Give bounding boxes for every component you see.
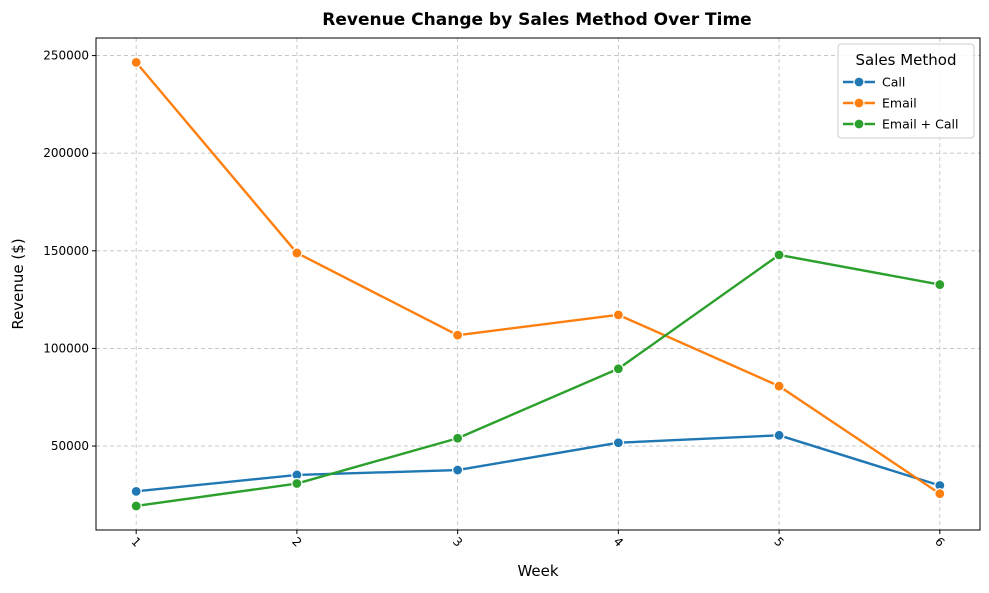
- series-layer: [130, 56, 946, 512]
- legend-label-call: Call: [882, 75, 905, 90]
- legend: Sales Method Call Email Email + Call: [837, 43, 975, 139]
- legend-frame: [837, 43, 975, 139]
- series-line-call: [136, 434, 941, 493]
- data-point-email: [612, 309, 624, 321]
- x-tick-label: 5: [771, 534, 786, 549]
- data-point-email-call: [130, 500, 142, 512]
- y-tick-label: 100000: [43, 341, 89, 355]
- legend-marker-email: [853, 97, 865, 109]
- y-tick-label: 150000: [43, 244, 89, 258]
- x-tick-label: 2: [289, 534, 304, 549]
- x-axis-label: Week: [517, 562, 558, 580]
- legend-label-email: Email: [882, 96, 917, 111]
- series-line-email-call: [136, 253, 941, 508]
- x-tick-label: 1: [129, 534, 144, 549]
- data-point-call: [773, 429, 785, 441]
- y-axis-label: Revenue ($): [9, 238, 27, 329]
- data-point-email: [934, 488, 946, 500]
- legend-marker-call: [853, 76, 865, 88]
- chart-title: Revenue Change by Sales Method Over Time: [322, 10, 751, 30]
- data-point-email-call: [934, 278, 946, 291]
- legend-label-email-call: Email + Call: [882, 117, 958, 132]
- data-point-email: [452, 329, 464, 341]
- x-tick-label: 4: [611, 534, 626, 549]
- data-point-email-call: [291, 477, 303, 490]
- data-point-email: [291, 247, 303, 259]
- series-line-email: [135, 61, 941, 495]
- plot-area-frame: [95, 37, 981, 531]
- x-tick-label: 6: [932, 534, 947, 549]
- y-tick-label: 50000: [51, 439, 89, 453]
- legend-title: Sales Method: [856, 51, 957, 69]
- data-point-email-call: [773, 249, 785, 261]
- data-point-call: [612, 437, 624, 449]
- legend-entries: Call Email Email + Call: [843, 75, 958, 132]
- grid: [96, 38, 980, 530]
- legend-marker-email-call: [853, 118, 865, 130]
- y-tick-label: 200000: [43, 146, 89, 160]
- data-point-email: [130, 56, 142, 69]
- axis-ticks: 1 2 3 4 5 6 50000 100000 150000 200000 250000: [43, 49, 947, 550]
- data-point-email-call: [452, 432, 464, 444]
- y-tick-label: 250000: [43, 49, 89, 63]
- data-point-email: [773, 380, 785, 392]
- x-tick-label: 3: [450, 534, 465, 549]
- data-point-call: [452, 464, 464, 476]
- data-point-call: [130, 485, 142, 497]
- data-point-email-call: [612, 363, 624, 375]
